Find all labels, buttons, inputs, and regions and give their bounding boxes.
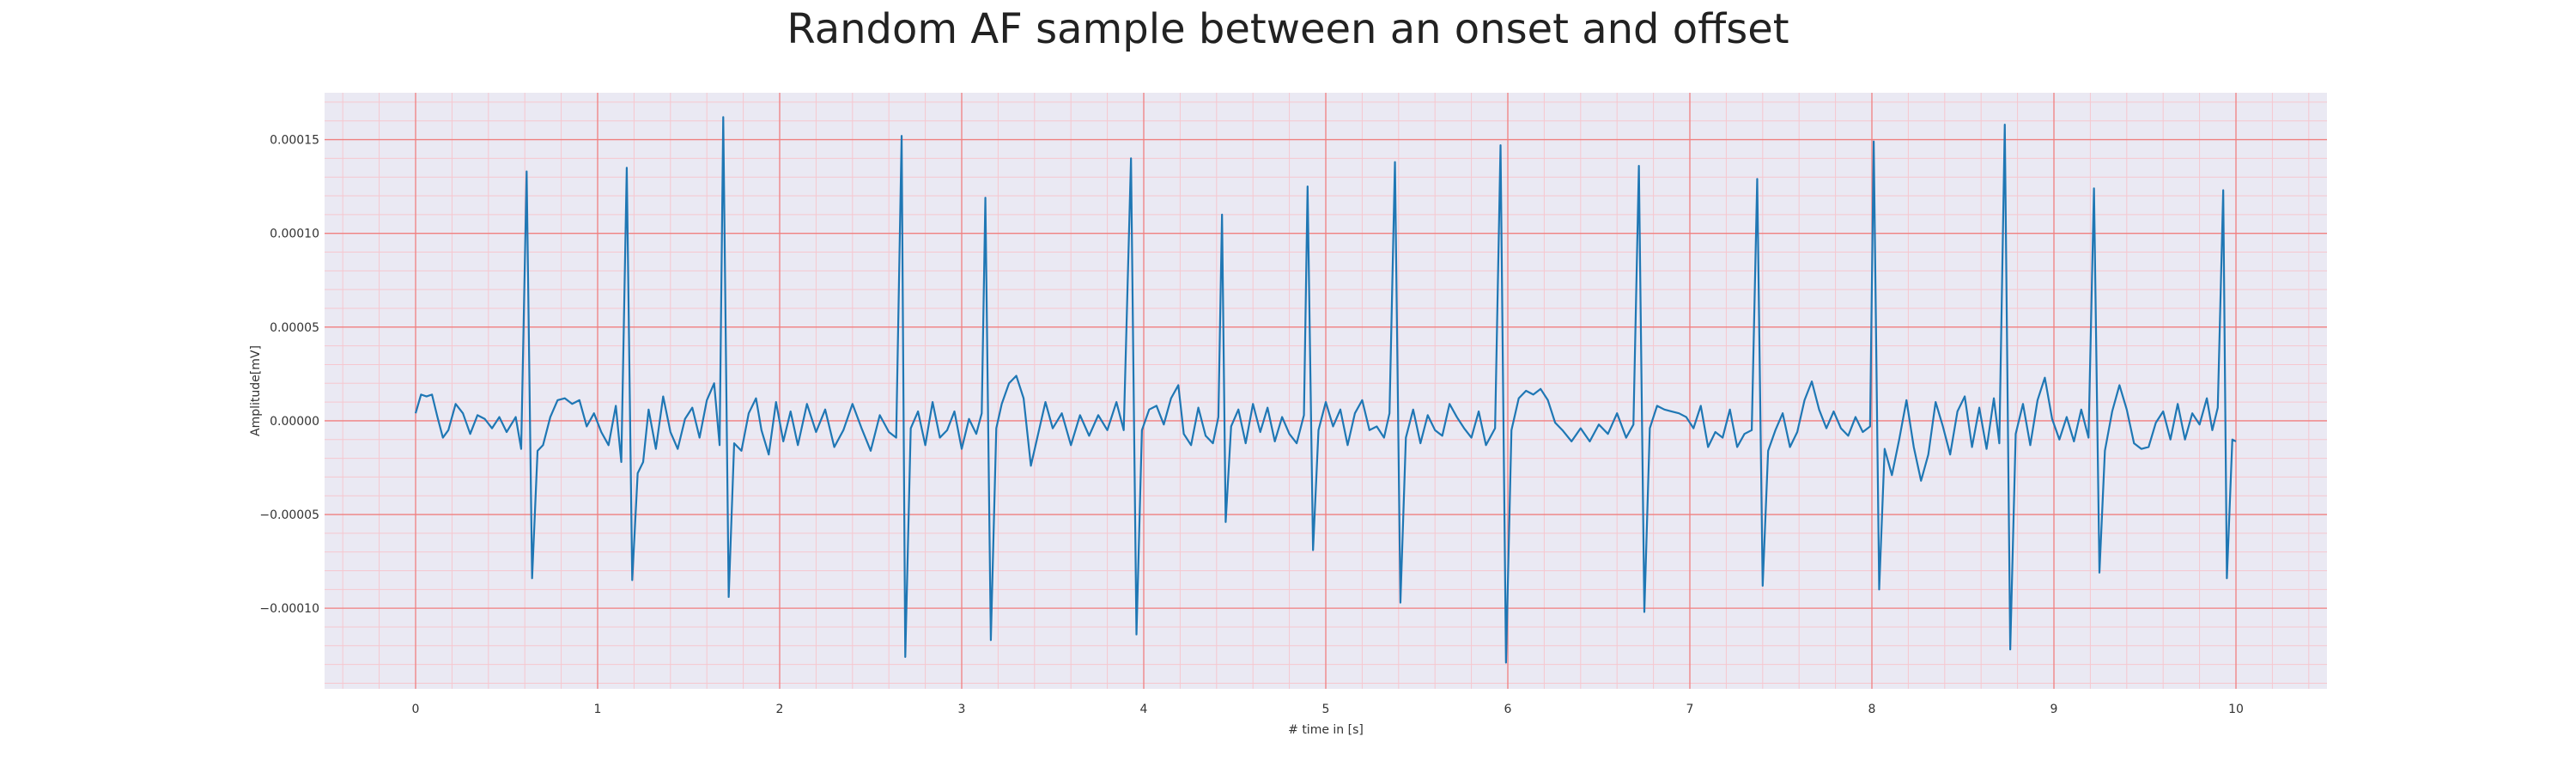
series-line [414, 116, 2237, 664]
y-tick-label: 0.00015 [270, 134, 319, 148]
y-tick-label: 0.00010 [270, 228, 319, 241]
y-tick-labels: −0.00010 −0.00005 0.00000 0.00005 0.00010 0.0… [259, 134, 319, 617]
x-tick-label: 4 [1140, 703, 1148, 716]
x-tick-label: 3 [958, 703, 966, 716]
x-tick-labels: 0 1 2 3 4 5 6 7 8 9 10 [412, 703, 2244, 716]
x-tick-label: 2 [776, 703, 784, 716]
x-tick-label: 8 [1868, 703, 1876, 716]
x-tick-label: 9 [2050, 703, 2058, 716]
x-tick-label: 7 [1686, 703, 1694, 716]
x-tick-label: 10 [2228, 703, 2244, 716]
x-tick-label: 5 [1322, 703, 1330, 716]
x-tick-label: 0 [412, 703, 420, 716]
chart-title: Random AF sample between an onset and of… [787, 5, 1789, 53]
y-tick-label: 0.00000 [270, 415, 319, 429]
x-axis-label: # time in [s] [1288, 723, 1364, 737]
major-grid [325, 93, 2327, 689]
x-tick-label: 6 [1504, 703, 1512, 716]
y-axis-label: Amplitude[mV] [249, 345, 263, 436]
y-tick-label: −0.00005 [259, 508, 319, 522]
y-tick-label: 0.00005 [270, 321, 319, 335]
y-tick-label: −0.00010 [259, 602, 319, 616]
x-tick-label: 1 [594, 703, 602, 716]
